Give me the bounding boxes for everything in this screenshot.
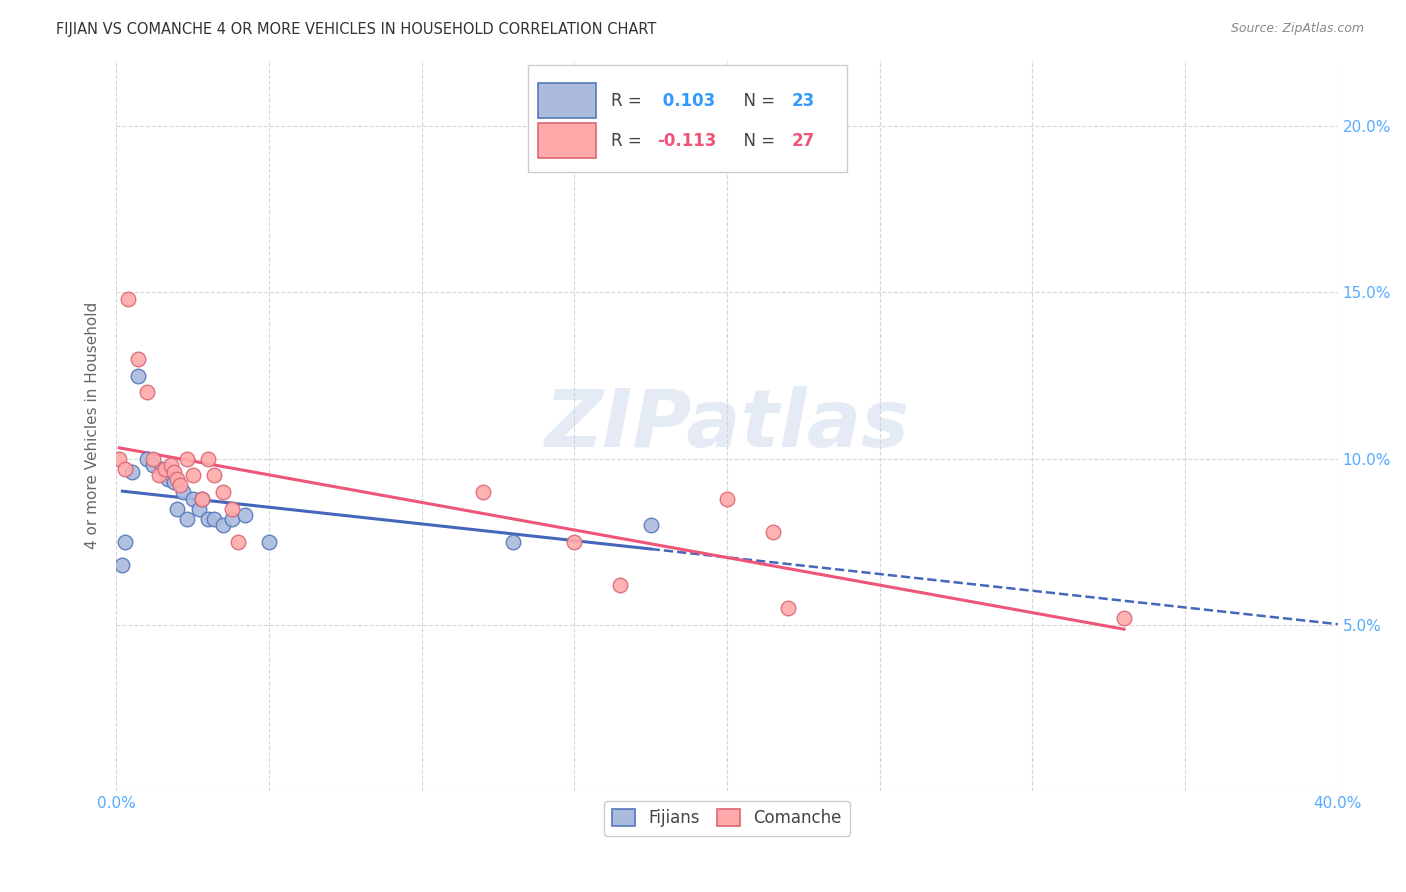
Point bbox=[762, 524, 785, 539]
Point bbox=[127, 368, 149, 383]
Text: 0.103: 0.103 bbox=[658, 92, 716, 110]
Text: R =: R = bbox=[612, 132, 647, 150]
Point bbox=[114, 534, 136, 549]
Point bbox=[148, 468, 170, 483]
Point bbox=[502, 534, 524, 549]
Bar bbox=[537, 83, 596, 118]
Point bbox=[191, 491, 214, 506]
Point bbox=[221, 501, 243, 516]
Point bbox=[114, 461, 136, 475]
Point bbox=[471, 485, 494, 500]
Point bbox=[111, 558, 134, 573]
Text: N =: N = bbox=[733, 92, 780, 110]
FancyBboxPatch shape bbox=[527, 65, 846, 171]
Point bbox=[157, 472, 180, 486]
Point bbox=[1112, 611, 1135, 625]
Text: -0.113: -0.113 bbox=[658, 132, 717, 150]
Point bbox=[172, 485, 194, 500]
Point bbox=[108, 451, 131, 466]
Point bbox=[562, 534, 585, 549]
Point bbox=[135, 451, 157, 466]
Point bbox=[176, 511, 198, 525]
Point bbox=[202, 511, 225, 525]
Point bbox=[191, 491, 214, 506]
Point bbox=[233, 508, 256, 523]
Point bbox=[166, 472, 188, 486]
Point bbox=[202, 468, 225, 483]
Point bbox=[142, 458, 165, 473]
Bar bbox=[537, 123, 596, 159]
Point bbox=[150, 461, 173, 475]
Point bbox=[778, 601, 800, 615]
Text: 23: 23 bbox=[792, 92, 815, 110]
Point bbox=[163, 475, 186, 489]
Text: 27: 27 bbox=[792, 132, 815, 150]
Point bbox=[166, 501, 188, 516]
Text: N =: N = bbox=[733, 132, 780, 150]
Point bbox=[212, 485, 235, 500]
Point bbox=[153, 461, 176, 475]
Legend: Fijians, Comanche: Fijians, Comanche bbox=[603, 801, 851, 836]
Point bbox=[716, 491, 738, 506]
Text: FIJIAN VS COMANCHE 4 OR MORE VEHICLES IN HOUSEHOLD CORRELATION CHART: FIJIAN VS COMANCHE 4 OR MORE VEHICLES IN… bbox=[56, 22, 657, 37]
Point bbox=[197, 451, 219, 466]
Point bbox=[640, 518, 662, 533]
Point bbox=[121, 465, 143, 479]
Point bbox=[181, 491, 204, 506]
Point bbox=[117, 292, 139, 306]
Point bbox=[609, 578, 631, 592]
Point bbox=[176, 451, 198, 466]
Point bbox=[197, 511, 219, 525]
Text: R =: R = bbox=[612, 92, 647, 110]
Text: Source: ZipAtlas.com: Source: ZipAtlas.com bbox=[1230, 22, 1364, 36]
Point bbox=[142, 451, 165, 466]
Point bbox=[212, 518, 235, 533]
Point bbox=[257, 534, 280, 549]
Point bbox=[187, 501, 209, 516]
Point bbox=[127, 351, 149, 366]
Point bbox=[221, 511, 243, 525]
Point bbox=[160, 458, 183, 473]
Text: ZIPatlas: ZIPatlas bbox=[544, 386, 910, 465]
Y-axis label: 4 or more Vehicles in Household: 4 or more Vehicles in Household bbox=[86, 301, 100, 549]
Point bbox=[181, 468, 204, 483]
Point bbox=[169, 478, 191, 492]
Point bbox=[135, 385, 157, 400]
Point bbox=[228, 534, 250, 549]
Point bbox=[163, 465, 186, 479]
